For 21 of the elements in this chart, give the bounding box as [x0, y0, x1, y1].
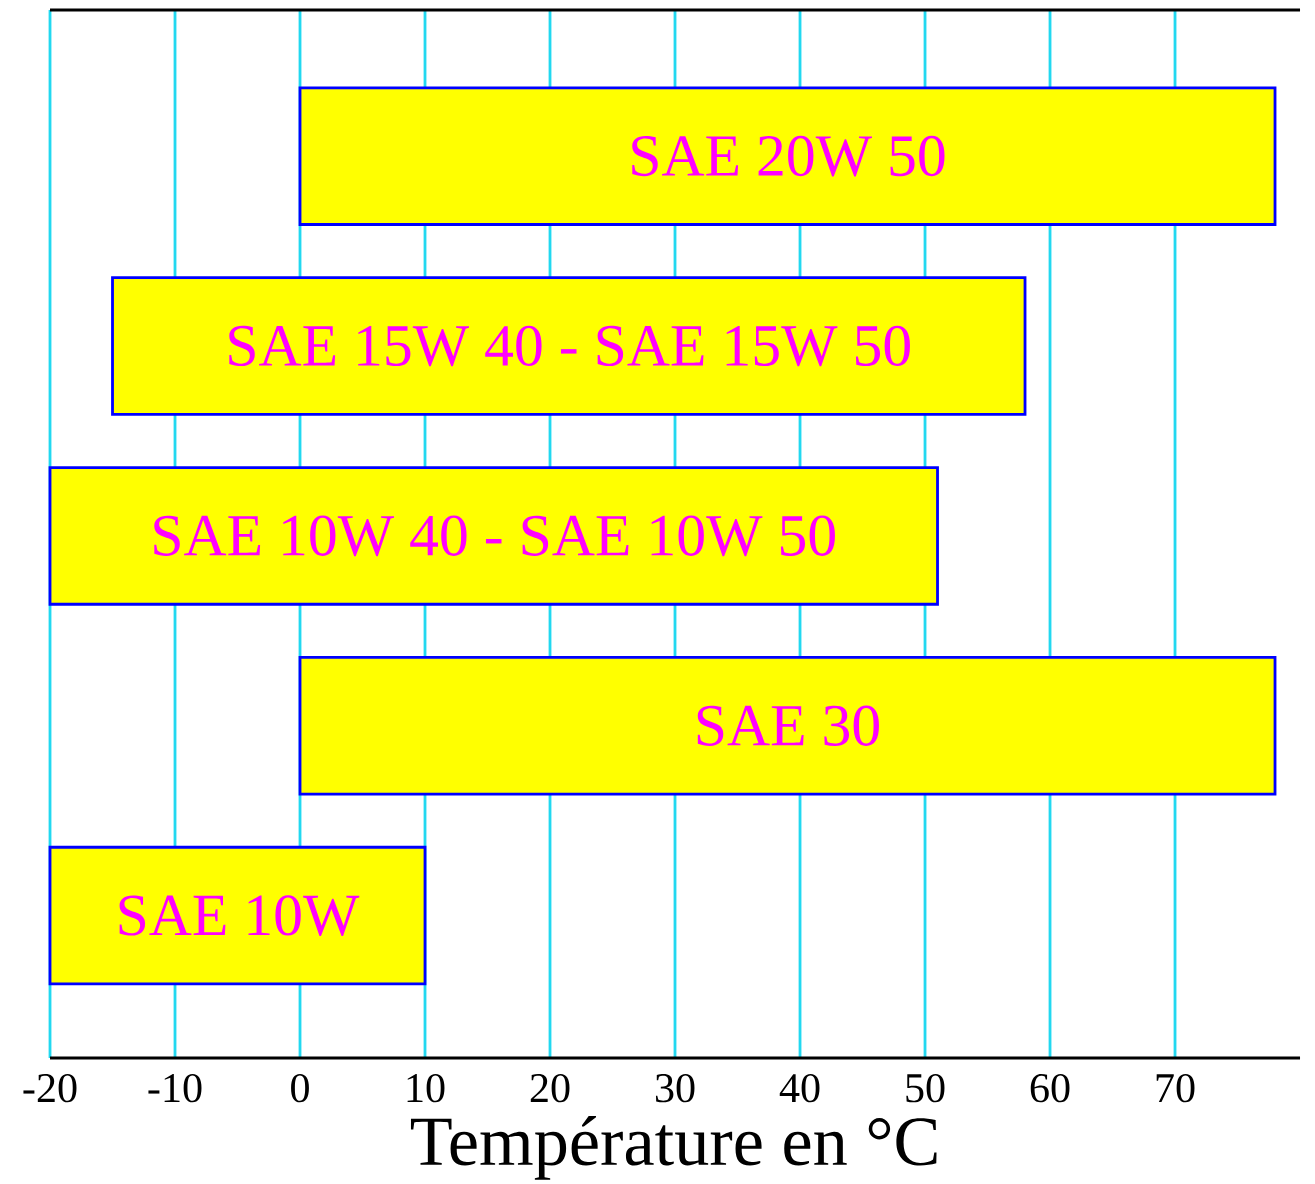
y-tick-label: SAE 20W 50 — [632, 135, 945, 177]
x-tick-label: 70 — [1156, 1073, 1195, 1103]
bar — [298, 656, 1277, 796]
x-tick-label: 40 — [779, 1073, 820, 1103]
bar — [48, 466, 939, 606]
y-tick-label: SAE 30 — [697, 705, 879, 746]
x-tick-label: -10 — [148, 1073, 202, 1103]
x-tick-label: 30 — [655, 1073, 695, 1103]
bar — [298, 86, 1277, 226]
x-tick-label: 10 — [407, 1073, 445, 1103]
y-tick-label: SAE 10W 40 - SAE 10W 50 — [154, 515, 835, 557]
x-tick-label: -20 — [23, 1073, 77, 1103]
x-tick-label: 60 — [1030, 1073, 1070, 1103]
x-tick-label: 50 — [906, 1073, 945, 1103]
bar — [48, 845, 427, 986]
x-axis-title: Température en °C — [410, 1115, 937, 1180]
y-tick-label: SAE 15W 40 - SAE 15W 50 — [229, 325, 910, 367]
x-tick-label: 20 — [530, 1073, 570, 1103]
y-tick-label: SAE 10W — [119, 895, 360, 936]
x-tick-label: 0 — [291, 1073, 309, 1103]
bar — [111, 276, 1027, 416]
